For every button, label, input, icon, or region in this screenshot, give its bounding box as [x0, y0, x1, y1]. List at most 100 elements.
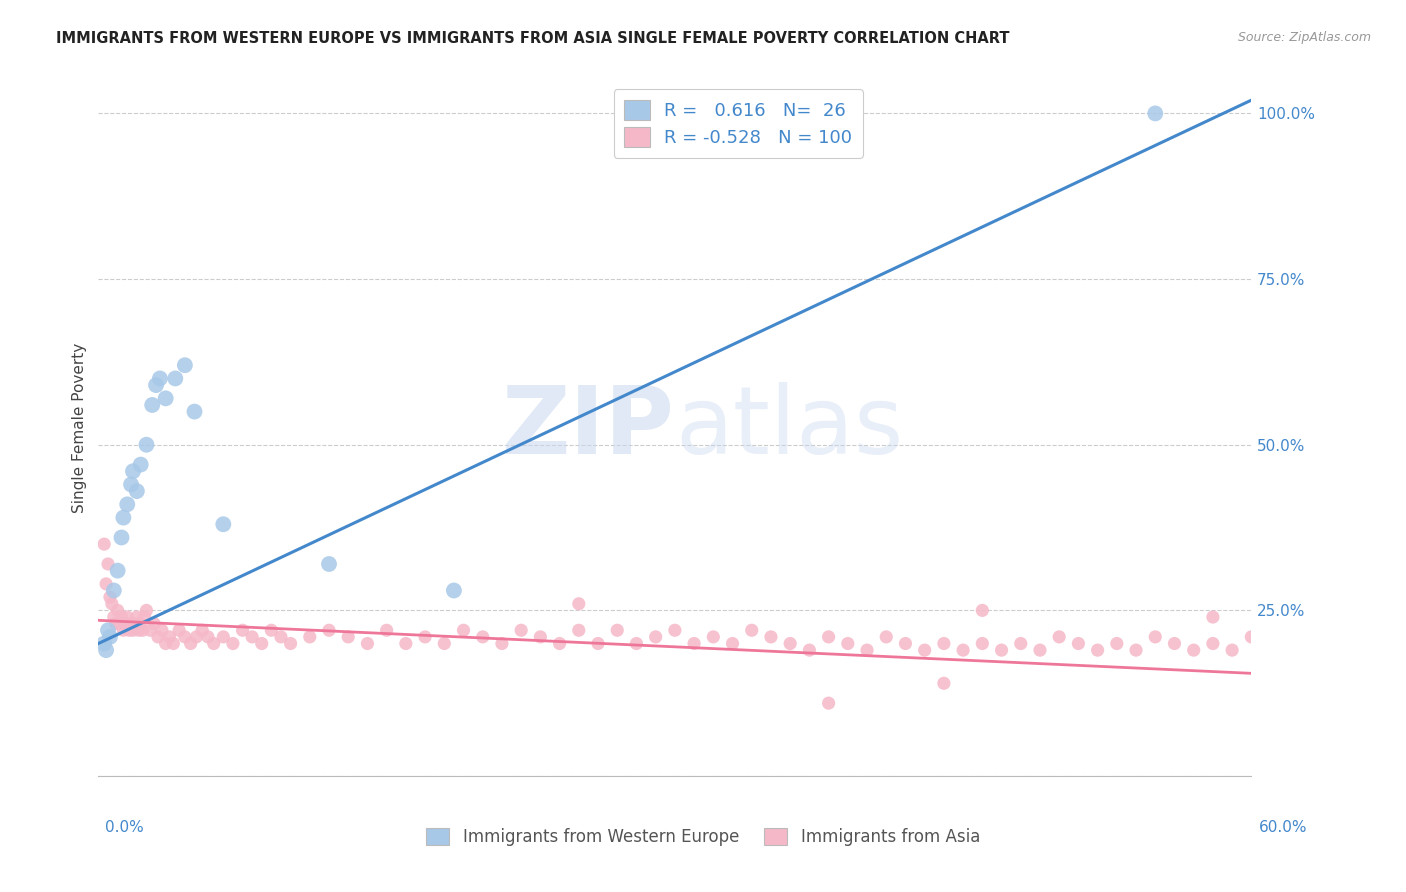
Point — [952, 643, 974, 657]
Point — [212, 517, 235, 532]
Point — [134, 610, 156, 624]
Point — [1182, 643, 1205, 657]
Point — [356, 636, 378, 650]
Point — [162, 636, 184, 650]
Point — [759, 630, 782, 644]
Point — [120, 477, 142, 491]
Point — [972, 636, 994, 650]
Point — [129, 458, 152, 472]
Point — [433, 636, 456, 650]
Legend: R =   0.616   N=  26, R = -0.528   N = 100: R = 0.616 N= 26, R = -0.528 N = 100 — [613, 89, 863, 158]
Point — [586, 636, 609, 650]
Point — [1087, 643, 1109, 657]
Point — [122, 464, 145, 478]
Point — [741, 624, 763, 638]
Point — [1144, 106, 1167, 120]
Point — [128, 624, 150, 638]
Point — [1220, 643, 1243, 657]
Point — [118, 624, 141, 638]
Point — [183, 404, 205, 418]
Point — [98, 630, 121, 644]
Point — [101, 597, 124, 611]
Point — [972, 603, 994, 617]
Point — [149, 371, 172, 385]
Point — [817, 696, 839, 710]
Point — [212, 630, 235, 644]
Point — [932, 636, 955, 650]
Text: ZIP: ZIP — [502, 382, 675, 475]
Point — [453, 624, 475, 638]
Point — [250, 636, 273, 650]
Point — [626, 636, 648, 650]
Point — [1144, 630, 1167, 644]
Point — [98, 590, 121, 604]
Point — [114, 616, 136, 631]
Point — [1067, 636, 1090, 650]
Point — [1202, 610, 1225, 624]
Point — [1047, 630, 1070, 644]
Point — [240, 630, 263, 644]
Point — [107, 564, 129, 578]
Text: Source: ZipAtlas.com: Source: ZipAtlas.com — [1237, 31, 1371, 45]
Point — [103, 610, 125, 624]
Point — [914, 643, 936, 657]
Point — [167, 624, 190, 638]
Point — [894, 636, 917, 650]
Point — [122, 624, 145, 638]
Point — [471, 630, 494, 644]
Point — [108, 616, 131, 631]
Point — [856, 643, 879, 657]
Point — [103, 583, 125, 598]
Point — [202, 636, 225, 650]
Point — [112, 624, 135, 638]
Point — [107, 603, 129, 617]
Y-axis label: Single Female Poverty: Single Female Poverty — [72, 343, 87, 513]
Point — [94, 643, 117, 657]
Point — [135, 438, 157, 452]
Point — [150, 624, 173, 638]
Text: IMMIGRANTS FROM WESTERN EUROPE VS IMMIGRANTS FROM ASIA SINGLE FEMALE POVERTY COR: IMMIGRANTS FROM WESTERN EUROPE VS IMMIGR… — [56, 31, 1010, 46]
Text: 0.0%: 0.0% — [105, 821, 145, 835]
Point — [146, 630, 169, 644]
Point — [110, 610, 132, 624]
Point — [180, 636, 202, 650]
Point — [683, 636, 706, 650]
Point — [155, 392, 177, 406]
Point — [443, 583, 465, 598]
Point — [395, 636, 418, 650]
Point — [298, 630, 321, 644]
Point — [548, 636, 571, 650]
Point — [270, 630, 292, 644]
Point — [260, 624, 283, 638]
Point — [165, 371, 187, 385]
Point — [644, 630, 666, 644]
Point — [159, 630, 181, 644]
Point — [186, 630, 208, 644]
Point — [129, 616, 152, 631]
Point — [145, 378, 167, 392]
Point — [721, 106, 744, 120]
Point — [337, 630, 360, 644]
Point — [97, 557, 120, 571]
Point — [94, 577, 117, 591]
Point — [721, 636, 744, 650]
Text: atlas: atlas — [675, 382, 903, 475]
Point — [280, 636, 302, 650]
Point — [104, 616, 127, 631]
Point — [529, 630, 551, 644]
Point — [1010, 636, 1032, 650]
Point — [510, 624, 533, 638]
Point — [120, 616, 142, 631]
Point — [1240, 630, 1263, 644]
Point — [112, 510, 135, 524]
Point — [702, 630, 724, 644]
Point — [141, 398, 163, 412]
Point — [1029, 643, 1052, 657]
Point — [817, 630, 839, 644]
Point — [139, 624, 162, 638]
Text: 60.0%: 60.0% — [1260, 821, 1308, 835]
Point — [990, 643, 1012, 657]
Point — [318, 624, 340, 638]
Point — [779, 636, 801, 650]
Point — [231, 624, 254, 638]
